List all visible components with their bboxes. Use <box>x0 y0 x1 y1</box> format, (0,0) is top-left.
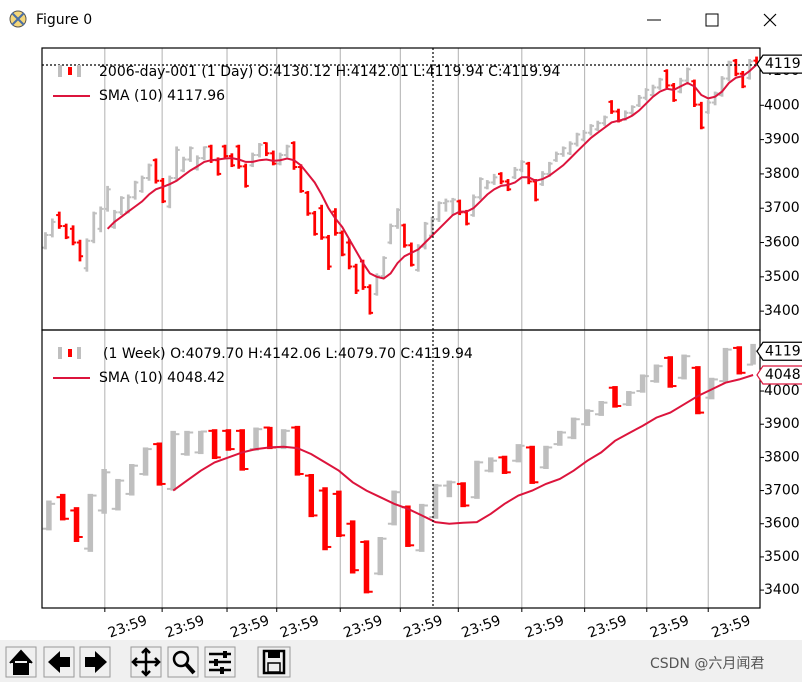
legend: 2006-day-001 (1 Day) O:4130.12 H:4142.01… <box>53 64 561 104</box>
home-button[interactable] <box>5 646 37 678</box>
y-tick-label: 3600 <box>764 516 800 532</box>
sma-line <box>106 64 758 280</box>
title-bar <box>0 0 802 40</box>
pan-button[interactable] <box>130 646 162 678</box>
plot-area: 3400350036003700380039004000410034003500… <box>41 47 800 612</box>
watermark: CSDN @六月闻君 <box>650 656 764 672</box>
configure-button[interactable] <box>204 646 236 678</box>
legend-label: SMA (10) 4117.96 <box>99 88 225 104</box>
y-tick-label: 3600 <box>764 235 800 251</box>
save-button[interactable] <box>257 646 291 678</box>
axes-frame <box>41 329 761 609</box>
forward-button[interactable] <box>79 646 111 678</box>
window-title: Figure 0 <box>36 12 92 28</box>
y-tick-label: 3400 <box>764 582 800 598</box>
y-tick-label: 3500 <box>764 549 800 565</box>
legend: (1 Week) O:4079.70 H:4142.06 L:4079.70 C… <box>53 346 473 386</box>
panel: 3400 3500 3600 3700 3800 3900 4000 <box>41 329 800 612</box>
y-tick-label: 4000 <box>764 97 800 113</box>
y-tick-label: 3700 <box>764 483 800 499</box>
app-icon <box>9 10 27 28</box>
y-tick-label: 3700 <box>764 200 800 216</box>
close-button[interactable] <box>763 13 777 27</box>
y-tick-label: 3400 <box>764 303 800 319</box>
price-tag-label: 4119.94 <box>765 56 802 72</box>
y-tick-label: 3500 <box>764 269 800 285</box>
y-tick-label: 3900 <box>764 416 800 432</box>
back-button[interactable] <box>43 646 75 678</box>
maximize-button[interactable] <box>705 13 719 27</box>
price-tag-label: 4119.94 <box>765 343 802 359</box>
legend-label: 2006-day-001 (1 Day) O:4130.12 H:4142.01… <box>99 64 561 80</box>
y-tick-label: 3800 <box>764 449 800 465</box>
price-tag <box>756 341 802 361</box>
price-tag <box>756 365 802 385</box>
panel: 34003500360037003800390040004100 <box>41 47 800 331</box>
legend-label: (1 Week) O:4079.70 H:4142.06 L:4079.70 C… <box>103 346 473 362</box>
y-tick-label: 3800 <box>764 166 800 182</box>
price-tag <box>756 54 802 74</box>
sma-line <box>172 374 754 525</box>
zoom-button[interactable] <box>167 646 199 678</box>
y-tick-label: 3900 <box>764 132 800 148</box>
legend-label: SMA (10) 4048.42 <box>99 370 225 386</box>
y-tick-label: 4000 <box>764 383 800 399</box>
price-tag-label: 4048.42 <box>765 367 802 383</box>
